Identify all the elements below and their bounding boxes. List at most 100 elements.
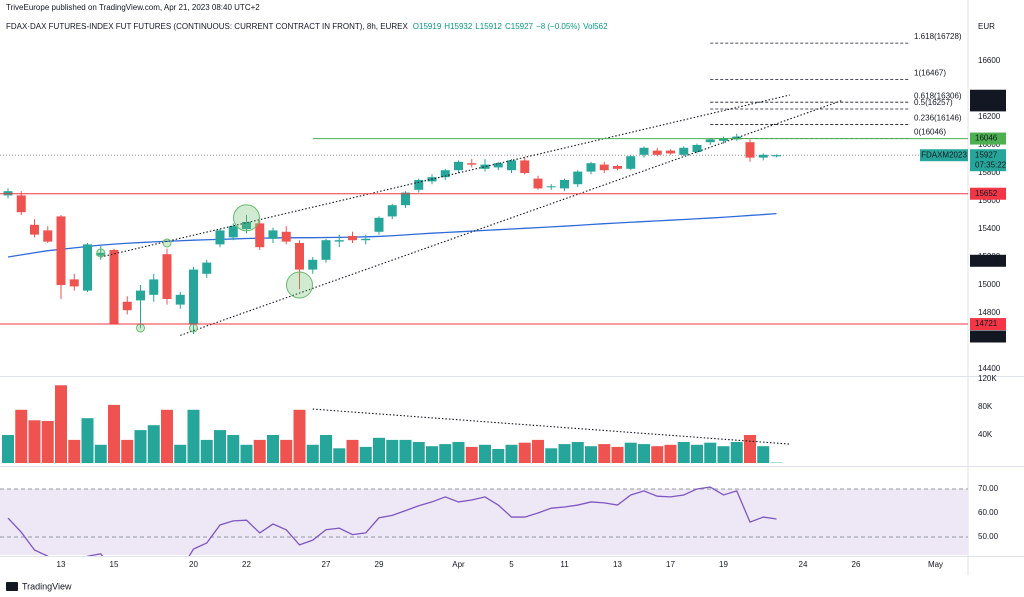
candle-body: [242, 221, 251, 229]
fib-label: 1(16467): [914, 69, 946, 78]
volume-bar: [293, 409, 306, 463]
axis-label: 16283: [975, 100, 998, 109]
candle-body: [626, 156, 636, 169]
y-tick-label: 15000: [978, 280, 1001, 289]
y-tick-label: 16600: [978, 56, 1001, 65]
volume-bar: [426, 446, 438, 463]
candle-body: [295, 242, 304, 270]
publisher: TriveEurope published on TradingView.com…: [6, 3, 260, 12]
highlight-circle: [233, 204, 260, 232]
candle-body: [361, 238, 371, 241]
candle-body: [387, 205, 397, 217]
candle-body: [162, 254, 172, 299]
volume-bar: [624, 442, 637, 463]
volume-bar: [187, 409, 200, 463]
candle-body: [599, 164, 609, 171]
candle-body: [321, 240, 331, 260]
fib-label: 0.618(16306): [914, 91, 962, 100]
volume-bar: [452, 441, 465, 463]
y-tick-label: 15400: [978, 224, 1001, 233]
volume-bar: [55, 385, 67, 463]
candle-body: [401, 192, 410, 206]
pane: [2, 385, 790, 463]
x-tick-label: 19: [719, 560, 728, 569]
volume-bar: [161, 409, 173, 463]
y-tick-label: 80K: [978, 402, 993, 411]
candle-body: [546, 186, 556, 188]
candle-body: [639, 147, 649, 155]
fib-label: 0.5(16257): [914, 98, 953, 107]
candle-body: [586, 163, 596, 172]
axis-label-box: [970, 254, 1006, 267]
candle-body: [136, 290, 145, 301]
candle-body: [268, 230, 278, 239]
candle-body: [414, 180, 424, 190]
change: −8 (−0.05%): [536, 22, 580, 31]
candle-body: [772, 155, 781, 157]
candle-body: [109, 249, 119, 325]
volume-bar: [227, 434, 240, 463]
candle-body: [573, 171, 583, 185]
volume-bar: [108, 404, 120, 463]
candle-body: [255, 223, 265, 248]
candle-body: [719, 138, 728, 141]
y-tick-label: 16000: [978, 140, 1001, 149]
volume-bar: [730, 441, 743, 463]
volume-bar: [240, 444, 253, 463]
volume-bar: [704, 442, 717, 463]
ohlc: C15927: [505, 22, 534, 31]
candle-body: [493, 163, 503, 168]
x-tick-label: 15: [110, 560, 119, 569]
volume-bar: [2, 434, 14, 463]
highlight-circle: [286, 271, 313, 299]
candle-body: [30, 224, 39, 235]
candle-body: [692, 145, 702, 153]
volume-bar: [94, 444, 107, 463]
last-price-tag: [920, 149, 968, 162]
axis-label: 16352: [975, 91, 998, 100]
volume-bar: [121, 439, 134, 463]
candle-body: [666, 150, 675, 154]
candle-body: [745, 142, 755, 158]
last-price-name: FDAXM2023: [921, 150, 967, 159]
candle-body: [308, 259, 318, 270]
y-tick-label: 60.00: [978, 508, 999, 517]
trendline: [180, 99, 843, 336]
axis-label-box: [970, 89, 1006, 102]
volume-bar: [253, 439, 266, 463]
countdown: 07:35:22: [975, 160, 1007, 169]
volume-bar: [412, 441, 425, 463]
volume-bar: [492, 448, 505, 463]
volume-bar: [558, 444, 571, 463]
fib-label: 0(16046): [914, 128, 946, 137]
highlight-circle: [96, 248, 106, 258]
candle-body: [520, 160, 530, 174]
volume-bar: [691, 444, 703, 463]
volume-bar: [651, 446, 664, 463]
volume-bar: [518, 442, 531, 463]
volume-bar: [134, 430, 147, 463]
axis-label-box: [970, 99, 1006, 112]
currency: EUR: [978, 22, 995, 31]
x-tick-label: 20: [189, 560, 198, 569]
volume-bar: [532, 439, 544, 463]
symbol-legend: FDAX·DAX FUTURES-INDEX FUT FUTURES (CONT…: [6, 22, 608, 31]
volume-bar: [505, 444, 518, 463]
candle-body: [705, 139, 715, 143]
x-tick-label: 26: [852, 560, 861, 569]
candle-body: [507, 160, 516, 171]
volume-bar: [545, 448, 558, 463]
volume: Vol562: [583, 22, 608, 31]
last-price-box: [970, 149, 1006, 172]
volume-bar: [638, 444, 650, 463]
axis-label: 15173: [975, 256, 998, 265]
ohlc: O15919: [413, 22, 442, 31]
level-label: 16046: [975, 134, 998, 143]
candle-body: [480, 164, 490, 169]
volume-bar: [744, 434, 756, 463]
volume-bar: [15, 409, 28, 463]
x-tick-label: 22: [242, 560, 251, 569]
candle-body: [202, 262, 212, 274]
candle-body: [758, 154, 768, 158]
